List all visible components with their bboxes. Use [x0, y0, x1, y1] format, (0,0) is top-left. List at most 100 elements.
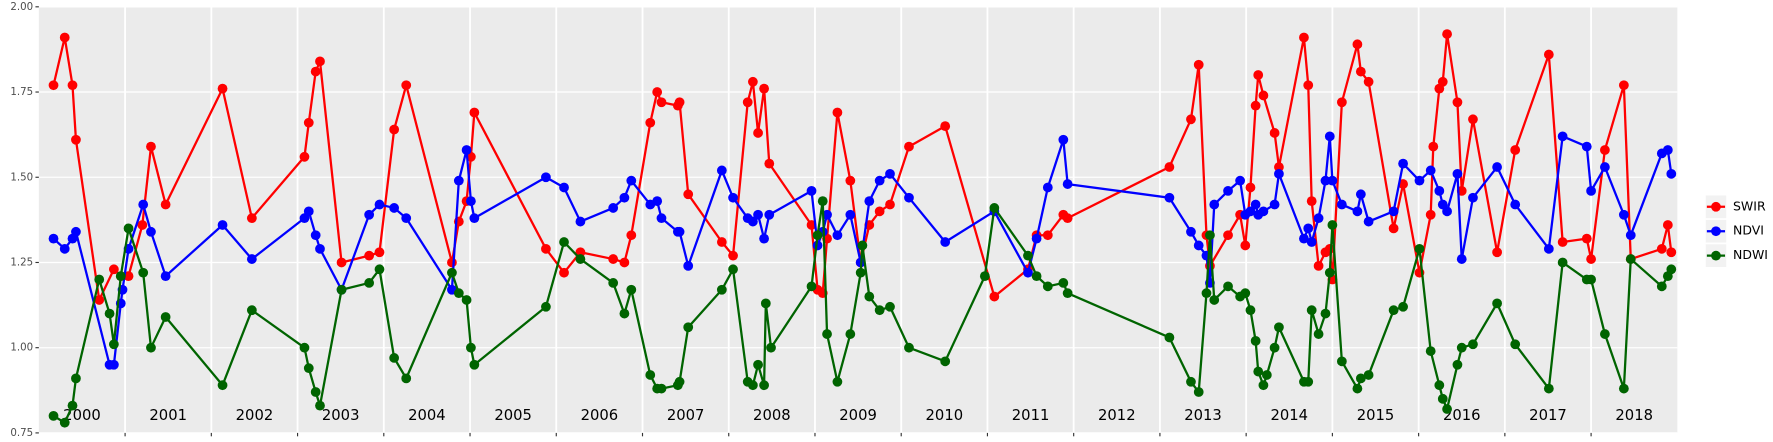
data-point: [315, 400, 325, 411]
data-point: [1250, 335, 1261, 346]
data-point: [1452, 359, 1463, 370]
data-point: [645, 117, 656, 128]
series: [48, 196, 1677, 428]
data-point: [885, 301, 895, 312]
data-point: [1042, 230, 1053, 241]
data-point: [760, 298, 771, 309]
data-point: [1042, 281, 1053, 292]
data-point: [67, 400, 78, 411]
data-point: [1363, 216, 1374, 227]
data-point: [1581, 141, 1592, 152]
data-point: [1023, 267, 1033, 278]
data-point: [904, 192, 914, 203]
data-point: [1398, 158, 1408, 169]
data-point: [1625, 230, 1636, 241]
y-tick-label: 1.00: [10, 343, 33, 354]
data-point: [1355, 373, 1366, 384]
data-point: [626, 230, 637, 241]
data-point: [626, 284, 637, 295]
data-point: [1452, 168, 1463, 179]
data-point: [401, 213, 412, 224]
x-tick-label: 2018: [1615, 407, 1653, 424]
data-point: [832, 107, 843, 118]
data-point: [1320, 308, 1331, 319]
data-point: [1510, 339, 1521, 350]
data-point: [1656, 281, 1667, 292]
data-point: [217, 380, 228, 391]
data-point: [541, 243, 551, 254]
data-point: [1442, 206, 1452, 217]
data-point: [822, 329, 832, 339]
data-point: [1062, 213, 1073, 224]
data-point: [1492, 298, 1502, 309]
data-point: [160, 312, 171, 322]
data-point: [1245, 305, 1256, 316]
data-point: [1306, 305, 1317, 316]
data-point: [559, 267, 569, 278]
data-point: [608, 203, 619, 213]
data-point: [652, 87, 663, 97]
data-point: [766, 342, 776, 353]
data-point: [575, 247, 586, 258]
data-point: [1193, 240, 1204, 251]
data-point: [310, 387, 321, 397]
data-point: [845, 209, 856, 220]
data-point: [728, 192, 738, 203]
data-point: [315, 56, 325, 67]
y-tick-label: 1.75: [10, 87, 33, 98]
data-point: [764, 209, 775, 220]
data-point: [940, 237, 951, 247]
x-tick-label: 2013: [1184, 407, 1222, 424]
data-point: [137, 220, 148, 230]
x-tick-label: 2004: [408, 407, 446, 424]
data-point: [389, 353, 400, 363]
data-point: [1581, 233, 1592, 244]
data-point: [989, 203, 1000, 213]
data-point: [1363, 370, 1374, 380]
data-point: [656, 383, 667, 394]
y-tick-label: 0.75: [10, 428, 33, 439]
data-point: [806, 186, 817, 196]
data-point: [160, 199, 171, 210]
data-point: [48, 233, 59, 244]
data-point: [1164, 192, 1175, 203]
data-point: [109, 359, 119, 370]
data-point: [940, 356, 951, 367]
data-point: [364, 209, 375, 220]
data-point: [1274, 168, 1284, 179]
data-point: [806, 281, 817, 292]
data-point: [1492, 247, 1502, 258]
data-point: [1586, 254, 1596, 264]
data-point: [559, 237, 569, 247]
data-point: [1205, 230, 1215, 241]
data-point: [716, 284, 727, 295]
x-tick-label: 2005: [494, 407, 532, 424]
data-point: [1666, 247, 1677, 258]
data-point: [904, 141, 914, 152]
data-point: [1303, 376, 1314, 387]
data-point: [303, 206, 314, 217]
x-tick-label: 2002: [236, 407, 274, 424]
x-tick-label: 2006: [581, 407, 619, 424]
data-point: [1510, 199, 1521, 210]
data-point: [1656, 243, 1667, 254]
data-point: [832, 230, 843, 241]
data-point: [466, 196, 476, 207]
data-point: [1586, 186, 1596, 196]
data-point: [1062, 288, 1073, 299]
data-point: [1313, 329, 1324, 339]
data-point: [1299, 32, 1309, 43]
data-point: [389, 124, 400, 135]
legend-label: NDWI: [1733, 247, 1768, 262]
data-point: [619, 192, 630, 203]
data-point: [716, 237, 727, 247]
data-point: [1456, 342, 1467, 353]
data-point: [1492, 162, 1502, 172]
data-point: [1543, 49, 1554, 60]
data-point: [469, 213, 480, 224]
data-point: [1193, 59, 1204, 70]
x-tick-label: 2001: [149, 407, 187, 424]
x-tick-label: 2015: [1357, 407, 1395, 424]
x-tick-label: 2014: [1270, 407, 1308, 424]
x-tick-label: 2017: [1529, 407, 1567, 424]
